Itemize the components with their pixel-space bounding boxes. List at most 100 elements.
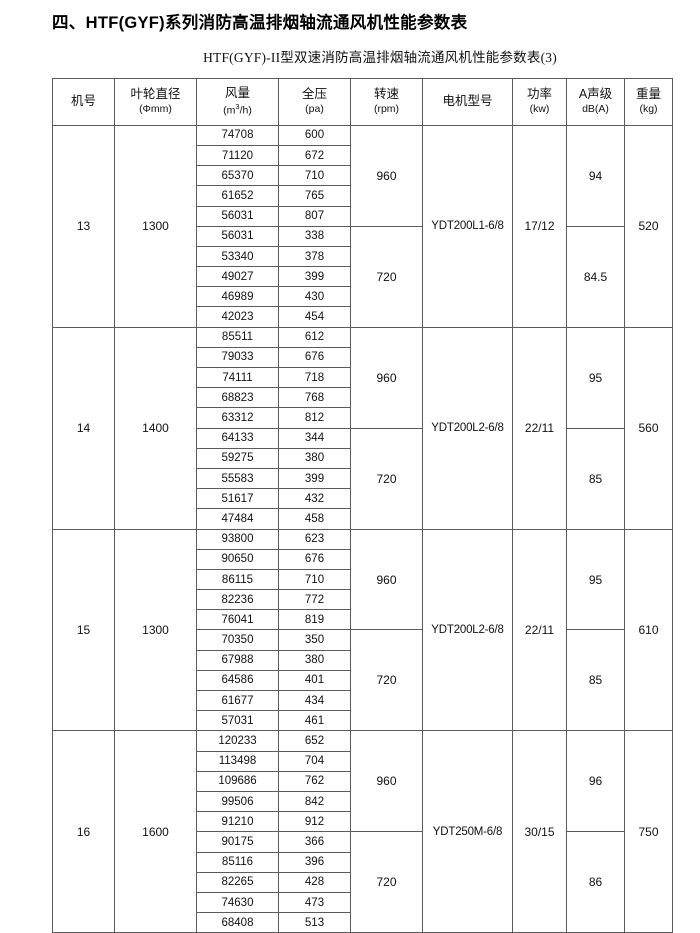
cell-noise-low: 85 <box>566 427 625 530</box>
cell-total-pressure: 399 <box>278 467 351 490</box>
header-label: 电机型号 <box>442 93 493 108</box>
header-label: 转速 <box>373 87 399 102</box>
cell-total-pressure: 428 <box>278 871 351 893</box>
header-unit: dB(A) <box>582 103 609 116</box>
cell-impeller-diameter: 1600 <box>114 730 197 933</box>
header-label: 叶轮直径 <box>130 87 181 102</box>
col-header-airflow: 风量 (m3/h) <box>196 77 279 126</box>
cell-total-pressure: 676 <box>278 548 351 570</box>
table-row: 68823 768 <box>53 387 673 409</box>
header-label: 风量 <box>224 86 250 101</box>
table-row: 46989 430 <box>53 286 673 308</box>
cell-speed-high: 960 <box>350 528 423 631</box>
cell-airflow: 90650 <box>196 548 279 570</box>
cell-airflow: 57031 <box>196 710 279 732</box>
table-header: 机号 叶轮直径 (Φmm) 风量 (m3/h) 全压 (pa) <box>52 77 673 126</box>
header-unit: (m3/h) <box>223 101 252 117</box>
header-label: 全压 <box>301 87 327 102</box>
cell-total-pressure: 401 <box>278 669 351 692</box>
cell-total-pressure: 710 <box>278 568 351 591</box>
table-row: 74111 718 <box>53 367 673 389</box>
page-title: 四、HTF(GYF)系列消防高温排烟轴流通风机性能参数表 <box>52 14 468 32</box>
cell-total-pressure: 454 <box>278 306 351 328</box>
header-unit: (Φmm) <box>139 103 172 116</box>
cell-total-pressure: 380 <box>278 649 351 671</box>
col-header-impeller-diameter: 叶轮直径 (Φmm) <box>114 77 197 126</box>
table-row: 76041 819 <box>53 609 673 631</box>
table-caption: HTF(GYF)-II型双速消防高温排烟轴流通风机性能参数表(3) <box>203 49 557 65</box>
cell-total-pressure: 612 <box>278 326 351 348</box>
header-unit: (rpm) <box>373 103 400 116</box>
cell-total-pressure: 768 <box>278 387 351 409</box>
cell-noise-high: 94 <box>566 124 625 227</box>
cell-machine-no: 16 <box>52 730 115 933</box>
cell-airflow: 91210 <box>196 811 279 833</box>
cell-total-pressure: 378 <box>278 245 351 268</box>
cell-speed-high: 960 <box>350 326 423 429</box>
cell-weight: 610 <box>624 528 673 732</box>
page: 四、HTF(GYF)系列消防高温排烟轴流通风机性能参数表 HTF(GYF)-II… <box>52 14 673 933</box>
cell-total-pressure: 600 <box>278 124 351 146</box>
cell-total-pressure: 807 <box>278 205 351 227</box>
cell-total-pressure: 458 <box>278 508 351 530</box>
header-label: 功率 <box>526 87 552 102</box>
cell-impeller-diameter: 1300 <box>114 528 197 732</box>
cell-total-pressure: 912 <box>278 811 351 833</box>
cell-power: 17/12 <box>512 124 567 328</box>
col-header-total-pressure: 全压 (pa) <box>278 77 351 126</box>
cell-noise-high: 96 <box>566 730 625 833</box>
cell-power: 22/11 <box>512 326 567 530</box>
cell-airflow: 113498 <box>196 750 279 772</box>
cell-noise-low: 84.5 <box>566 225 625 328</box>
table-row: 16 1600 120233 652 960 YDT250M-6/8 30/15 96 750 <box>52 730 673 933</box>
cell-total-pressure: 772 <box>278 589 351 611</box>
cell-airflow: 61677 <box>196 690 279 712</box>
cell-power: 22/11 <box>512 528 567 732</box>
cell-total-pressure: 652 <box>278 730 351 752</box>
cell-airflow: 85116 <box>196 851 279 873</box>
col-header-motor-model: 电机型号 <box>422 77 513 126</box>
cell-speed-low: 720 <box>350 225 423 328</box>
cell-impeller-diameter: 1400 <box>114 326 197 530</box>
cell-speed-high: 960 <box>350 124 423 227</box>
table-row: 49027 399 <box>53 266 673 288</box>
cell-total-pressure: 704 <box>278 750 351 772</box>
header-unit: (kw) <box>529 103 550 116</box>
header-unit: (kg) <box>639 103 658 116</box>
cell-airflow: 120233 <box>196 730 279 752</box>
cell-total-pressure: 380 <box>278 447 351 469</box>
cell-airflow: 55583 <box>196 467 279 490</box>
spec-table-container: 机号 叶轮直径 (Φmm) 风量 (m3/h) 全压 (pa) <box>52 77 673 933</box>
cell-total-pressure: 762 <box>278 770 351 792</box>
cell-total-pressure: 366 <box>278 831 351 853</box>
cell-total-pressure: 399 <box>278 266 351 288</box>
cell-airflow: 86115 <box>196 568 279 591</box>
cell-total-pressure: 842 <box>278 790 351 813</box>
header-label: 机号 <box>70 93 96 108</box>
cell-airflow: 68823 <box>196 387 279 409</box>
col-header-speed: 转速 (rpm) <box>350 77 423 126</box>
header-row: 机号 叶轮直径 (Φmm) 风量 (m3/h) 全压 (pa) <box>52 77 673 126</box>
table-row: 59275 380 <box>53 447 673 469</box>
cell-airflow: 76041 <box>196 609 279 631</box>
cell-airflow: 56031 <box>196 225 279 247</box>
col-header-machine-no: 机号 <box>52 77 115 126</box>
cell-motor-model: YDT200L1-6/8 <box>422 124 513 328</box>
cell-total-pressure: 819 <box>278 609 351 631</box>
cell-motor-model: YDT200L2-6/8 <box>422 326 513 530</box>
cell-motor-model: YDT250M-6/8 <box>422 730 513 933</box>
cell-total-pressure: 623 <box>278 528 351 550</box>
col-header-power: 功率 (kw) <box>512 77 567 126</box>
cell-motor-model: YDT200L2-6/8 <box>422 528 513 732</box>
cell-total-pressure: 473 <box>278 891 351 914</box>
cell-total-pressure: 430 <box>278 286 351 308</box>
table-row: 57031 461 <box>53 710 673 732</box>
table-row: 55583 399 <box>53 467 673 490</box>
cell-airflow: 42023 <box>196 306 279 328</box>
cell-total-pressure: 672 <box>278 144 351 167</box>
col-header-weight: 重量 (kg) <box>624 77 673 126</box>
table-row: 82236 772 <box>53 589 673 611</box>
table-row: 109686 762 <box>53 770 673 792</box>
table-row: 63312 812 <box>53 407 673 429</box>
fan-performance-table: 机号 叶轮直径 (Φmm) 风量 (m3/h) 全压 (pa) <box>52 77 673 933</box>
